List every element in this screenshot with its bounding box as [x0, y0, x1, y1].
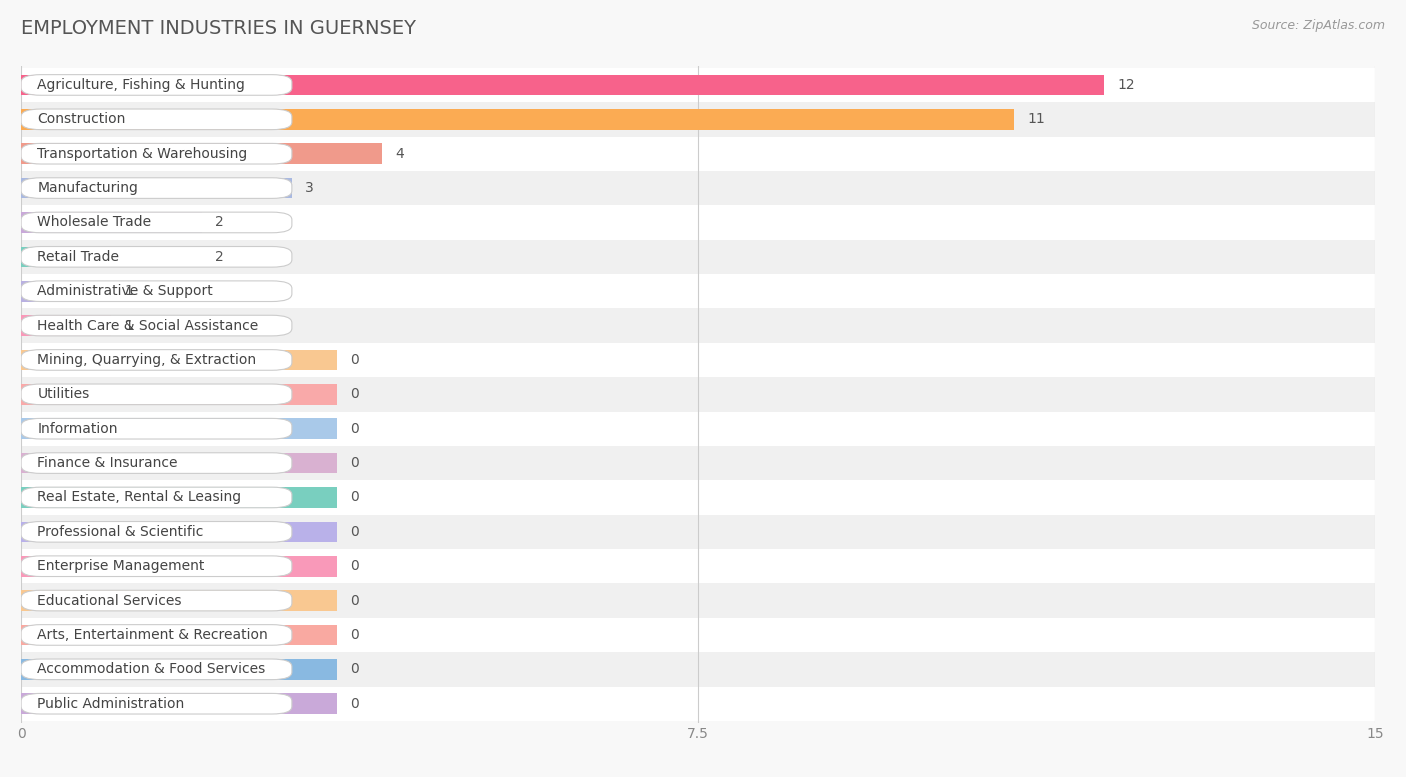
Bar — [21, 205, 1375, 239]
Text: 2: 2 — [215, 215, 224, 229]
FancyBboxPatch shape — [21, 144, 292, 164]
Text: 0: 0 — [350, 697, 360, 711]
Bar — [21, 384, 337, 405]
Text: 4: 4 — [395, 147, 405, 161]
Text: 0: 0 — [350, 422, 360, 436]
Bar — [21, 212, 201, 233]
Bar — [21, 625, 337, 645]
FancyBboxPatch shape — [21, 521, 292, 542]
Bar — [21, 453, 337, 473]
FancyBboxPatch shape — [21, 693, 292, 714]
Text: 3: 3 — [305, 181, 314, 195]
Text: Manufacturing: Manufacturing — [38, 181, 138, 195]
FancyBboxPatch shape — [21, 659, 292, 680]
Bar — [21, 75, 1104, 96]
Text: Public Administration: Public Administration — [38, 697, 184, 711]
Text: Source: ZipAtlas.com: Source: ZipAtlas.com — [1251, 19, 1385, 33]
FancyBboxPatch shape — [21, 178, 292, 198]
Bar — [21, 281, 111, 301]
Bar — [21, 693, 337, 714]
Bar — [21, 343, 1375, 377]
Bar — [21, 102, 1375, 137]
FancyBboxPatch shape — [21, 75, 292, 96]
Bar — [21, 514, 1375, 549]
Text: Accommodation & Food Services: Accommodation & Food Services — [38, 662, 266, 676]
Text: Professional & Scientific: Professional & Scientific — [38, 524, 204, 538]
Bar — [21, 274, 1375, 308]
Text: Finance & Insurance: Finance & Insurance — [38, 456, 177, 470]
FancyBboxPatch shape — [21, 556, 292, 577]
Bar — [21, 556, 337, 577]
Text: 0: 0 — [350, 524, 360, 538]
Text: 0: 0 — [350, 628, 360, 642]
Bar — [21, 480, 1375, 514]
Bar — [21, 487, 337, 507]
Bar — [21, 549, 1375, 584]
FancyBboxPatch shape — [21, 109, 292, 130]
Bar — [21, 171, 1375, 205]
Text: Mining, Quarrying, & Extraction: Mining, Quarrying, & Extraction — [38, 353, 256, 367]
Text: Construction: Construction — [38, 113, 125, 127]
Text: Real Estate, Rental & Leasing: Real Estate, Rental & Leasing — [38, 490, 242, 504]
Bar — [21, 144, 382, 164]
FancyBboxPatch shape — [21, 350, 292, 371]
Text: Enterprise Management: Enterprise Management — [38, 559, 205, 573]
FancyBboxPatch shape — [21, 487, 292, 507]
Text: 1: 1 — [125, 284, 134, 298]
Text: Arts, Entertainment & Recreation: Arts, Entertainment & Recreation — [38, 628, 269, 642]
Text: 0: 0 — [350, 594, 360, 608]
Bar — [21, 591, 337, 611]
Text: Agriculture, Fishing & Hunting: Agriculture, Fishing & Hunting — [38, 78, 245, 92]
FancyBboxPatch shape — [21, 418, 292, 439]
Bar — [21, 584, 1375, 618]
Text: 0: 0 — [350, 490, 360, 504]
Text: 0: 0 — [350, 662, 360, 676]
Text: Retail Trade: Retail Trade — [38, 250, 120, 264]
FancyBboxPatch shape — [21, 625, 292, 645]
Bar — [21, 137, 1375, 171]
Bar — [21, 377, 1375, 412]
Text: Wholesale Trade: Wholesale Trade — [38, 215, 152, 229]
Text: 0: 0 — [350, 456, 360, 470]
Bar — [21, 412, 1375, 446]
Bar — [21, 687, 1375, 721]
Bar — [21, 246, 201, 267]
FancyBboxPatch shape — [21, 281, 292, 301]
Text: 2: 2 — [215, 250, 224, 264]
FancyBboxPatch shape — [21, 591, 292, 611]
Text: Utilities: Utilities — [38, 387, 90, 402]
Text: 11: 11 — [1028, 113, 1045, 127]
FancyBboxPatch shape — [21, 246, 292, 267]
Bar — [21, 652, 1375, 687]
Bar — [21, 521, 337, 542]
FancyBboxPatch shape — [21, 315, 292, 336]
Text: 0: 0 — [350, 559, 360, 573]
Bar — [21, 109, 1014, 130]
FancyBboxPatch shape — [21, 212, 292, 233]
Bar — [21, 308, 1375, 343]
Bar — [21, 446, 1375, 480]
FancyBboxPatch shape — [21, 384, 292, 405]
Text: 12: 12 — [1118, 78, 1136, 92]
Text: 1: 1 — [125, 319, 134, 333]
Bar — [21, 350, 337, 371]
Bar — [21, 68, 1375, 102]
Text: Transportation & Warehousing: Transportation & Warehousing — [38, 147, 247, 161]
Text: Educational Services: Educational Services — [38, 594, 181, 608]
Text: 0: 0 — [350, 353, 360, 367]
Bar — [21, 418, 337, 439]
Bar — [21, 315, 111, 336]
Text: Information: Information — [38, 422, 118, 436]
Text: Health Care & Social Assistance: Health Care & Social Assistance — [38, 319, 259, 333]
Bar — [21, 178, 292, 198]
Text: EMPLOYMENT INDUSTRIES IN GUERNSEY: EMPLOYMENT INDUSTRIES IN GUERNSEY — [21, 19, 416, 38]
Bar — [21, 618, 1375, 652]
Bar — [21, 659, 337, 680]
Bar — [21, 239, 1375, 274]
Text: 0: 0 — [350, 387, 360, 402]
FancyBboxPatch shape — [21, 453, 292, 473]
Text: Administrative & Support: Administrative & Support — [38, 284, 214, 298]
